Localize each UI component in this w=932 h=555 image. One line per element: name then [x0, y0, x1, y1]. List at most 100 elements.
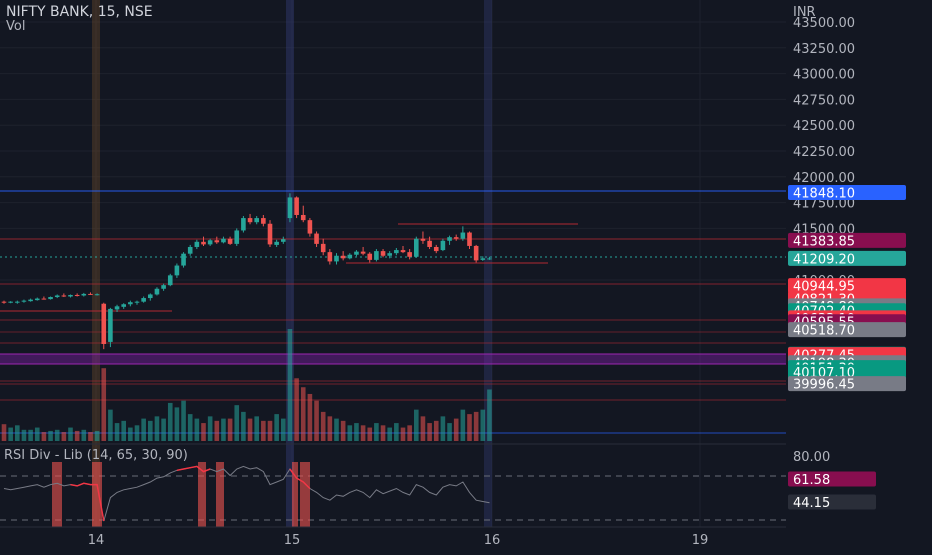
candle-body: [287, 197, 293, 219]
candle-body: [261, 218, 266, 224]
volume-bar: [88, 432, 93, 441]
rsi-signal-line: [289, 468, 311, 490]
candle-body: [201, 241, 206, 245]
candle-body: [114, 306, 120, 310]
rsi-legend[interactable]: RSI Div - Lib (14, 65, 30, 90): [4, 448, 188, 463]
volume-bar: [473, 411, 479, 441]
time-tick-label: 19: [692, 533, 709, 548]
volume-bar: [181, 400, 186, 441]
volume-bar: [261, 420, 266, 441]
rsi-signal-line: [176, 465, 211, 473]
volume-bar: [254, 416, 259, 441]
candle-body: [367, 253, 373, 260]
candle-body: [307, 220, 313, 234]
volume-bar: [121, 420, 126, 441]
volume-bar: [354, 423, 359, 441]
candle-body: [433, 246, 439, 252]
candle-body: [467, 232, 472, 246]
candle-body: [187, 246, 193, 254]
rsi-divergence-bar-1: [92, 462, 102, 527]
volume-bar: [281, 418, 286, 441]
candle-body: [241, 218, 246, 231]
candle-body: [207, 240, 213, 245]
candle-body: [148, 294, 153, 299]
volume-bar: [114, 423, 120, 441]
price-axis: 43500.00 43250.00 43000.00 42750.00 42500.00…: [793, 16, 855, 289]
volume-bar: [447, 423, 452, 441]
candle-body: [314, 233, 319, 244]
volume-bar: [174, 407, 180, 441]
candle-body: [320, 243, 326, 253]
candle-body: [68, 294, 73, 297]
symbol-title[interactable]: NIFTY BANK, 15, NSE: [6, 4, 153, 20]
candle-body: [294, 197, 299, 215]
price-tick-label: 41750.00: [793, 197, 855, 212]
candle-body: [334, 255, 339, 262]
candle-body: [387, 253, 392, 256]
volume-bar: [467, 414, 472, 441]
candle-body: [247, 218, 253, 223]
candle-body: [327, 252, 333, 262]
candle-body: [420, 238, 426, 241]
rsi-signal-line: [70, 482, 105, 522]
volume-bar: [460, 409, 466, 441]
price-tag-label: 39996.45: [793, 378, 855, 393]
price-tag-label: 41848.10: [793, 186, 855, 201]
rsi-tag-box: [788, 494, 876, 510]
candle-body: [254, 218, 259, 223]
candle-body: [267, 223, 273, 245]
volume-bar: [94, 430, 100, 441]
price-tag-label: 41209.20: [793, 252, 855, 267]
plot-area[interactable]: [0, 0, 786, 550]
time-tick-label: 14: [88, 533, 105, 548]
rsi-divergence-bar-2: [198, 462, 206, 527]
candle-body: [1, 301, 7, 303]
candle-body: [88, 293, 93, 295]
candle-body: [181, 253, 186, 266]
candle-body: [300, 214, 306, 221]
candle-body: [453, 237, 459, 239]
rsi-divergence-bar-0: [52, 462, 62, 527]
candle-body: [174, 265, 180, 276]
candle-body: [61, 295, 67, 297]
volume-bar: [154, 416, 160, 441]
volume-bar: [327, 416, 333, 441]
rsi-divergence-bar-3: [216, 462, 224, 527]
price-tag-box: [788, 184, 906, 200]
candle-body: [281, 239, 286, 242]
volume-bar: [420, 416, 426, 441]
volume-legend[interactable]: Vol: [6, 19, 25, 34]
candle-body: [214, 240, 220, 243]
candle-body: [154, 288, 160, 295]
volume-bar: [360, 425, 366, 441]
rsi-tag-label: 44.15: [793, 496, 830, 511]
volume-bar: [267, 420, 273, 441]
volume-bar: [221, 418, 226, 441]
volume-bar: [128, 427, 133, 441]
candle-body: [34, 298, 40, 301]
rsi-tag-label: 61.58: [793, 473, 830, 488]
rsi-divergence-bar-4: [292, 462, 298, 527]
volume-bar: [314, 400, 319, 441]
volume-bar: [380, 425, 386, 441]
candle-body: [460, 232, 466, 239]
candle-body: [74, 294, 80, 296]
candle-body: [167, 275, 173, 286]
price-tick-label: 42000.00: [793, 171, 855, 186]
volume-bar: [167, 402, 173, 441]
price-tag-box: [788, 250, 906, 266]
volume-bar: [227, 418, 233, 441]
volume-bar: [48, 430, 53, 441]
candle-body: [340, 255, 346, 259]
volume-bar: [194, 418, 200, 441]
volume-bar: [400, 427, 406, 441]
candle-body: [21, 300, 27, 302]
candle-body: [360, 251, 366, 254]
price-axis-area[interactable]: [786, 0, 932, 550]
volume-bar: [74, 430, 80, 441]
volume-bar: [161, 418, 166, 441]
price-tag-label: 40944.95: [793, 280, 855, 295]
candle-body: [374, 251, 379, 260]
